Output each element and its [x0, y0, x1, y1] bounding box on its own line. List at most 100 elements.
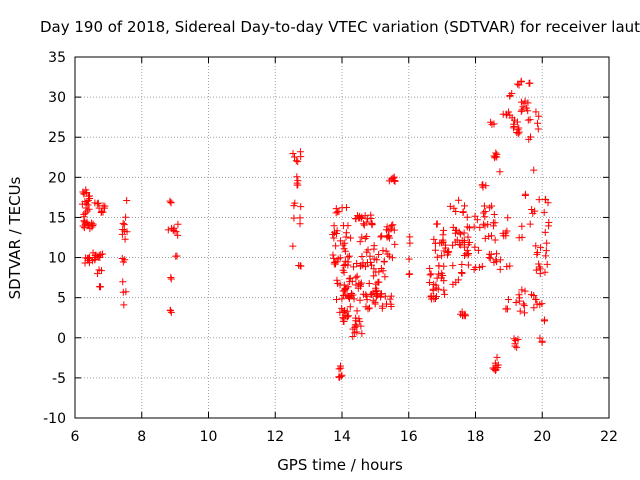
- data-point: [123, 196, 131, 204]
- data-point: [461, 238, 469, 246]
- data-point: [167, 199, 175, 207]
- data-point: [349, 333, 357, 341]
- data-point: [384, 250, 392, 258]
- data-point: [452, 208, 460, 216]
- data-point: [430, 235, 438, 243]
- data-point: [81, 198, 89, 206]
- data-point: [515, 291, 523, 299]
- data-point: [464, 251, 472, 259]
- data-point: [381, 273, 389, 281]
- data-point: [480, 202, 488, 210]
- data-point: [541, 196, 549, 204]
- data-point: [464, 233, 472, 241]
- data-point: [520, 302, 528, 310]
- data-point: [451, 238, 459, 246]
- data-point: [449, 280, 457, 288]
- data-point: [465, 250, 473, 258]
- data-point: [93, 200, 101, 208]
- data-point: [357, 282, 365, 290]
- data-point: [538, 337, 546, 345]
- data-point: [379, 247, 387, 255]
- data-point: [296, 148, 304, 156]
- data-point: [122, 288, 130, 296]
- data-point: [524, 116, 532, 124]
- data-point: [518, 286, 526, 294]
- data-point: [358, 213, 366, 221]
- x-tick-labels: 6 8 10 12 14 16 18 20 22: [71, 429, 618, 445]
- data-point: [543, 239, 551, 247]
- data-point: [499, 229, 507, 237]
- data-point: [527, 291, 535, 299]
- data-point: [530, 166, 538, 174]
- data-point: [383, 223, 391, 231]
- data-point: [333, 295, 341, 303]
- data-point: [435, 262, 443, 270]
- data-point: [379, 267, 387, 275]
- data-point: [167, 275, 175, 283]
- data-point: [505, 108, 513, 116]
- data-point: [405, 270, 413, 278]
- data-point: [545, 218, 553, 226]
- data-point: [476, 263, 484, 271]
- data-point: [518, 106, 526, 114]
- data-point: [426, 271, 434, 279]
- data-point: [429, 285, 437, 293]
- data-point: [363, 292, 371, 300]
- data-point: [435, 270, 443, 278]
- data-point: [382, 226, 390, 234]
- data-point: [455, 196, 463, 204]
- data-point: [480, 209, 488, 217]
- data-point: [521, 192, 529, 200]
- y-tick-label: 25: [48, 130, 66, 146]
- data-point: [356, 296, 364, 304]
- data-point: [493, 353, 501, 361]
- data-point: [524, 107, 532, 115]
- data-point: [378, 232, 386, 240]
- data-point: [84, 201, 92, 209]
- data-point: [290, 202, 298, 210]
- data-point: [376, 290, 384, 298]
- data-point: [363, 218, 371, 226]
- data-point: [474, 246, 482, 254]
- data-point: [389, 221, 397, 229]
- data-point: [492, 256, 500, 264]
- data-point: [83, 254, 91, 262]
- data-point: [120, 301, 128, 309]
- data-point: [343, 291, 351, 299]
- data-point: [369, 289, 377, 297]
- data-point: [122, 213, 130, 221]
- y-tick-label: 10: [48, 251, 66, 267]
- data-point: [334, 279, 342, 287]
- data-point: [540, 208, 548, 216]
- data-point: [433, 220, 441, 228]
- data-point: [542, 252, 550, 260]
- data-point: [515, 128, 523, 136]
- x-tick-label: 8: [137, 429, 146, 445]
- data-point: [333, 258, 341, 266]
- data-point: [297, 203, 305, 211]
- data-point: [519, 103, 527, 111]
- data-point: [336, 237, 344, 245]
- data-point: [368, 220, 376, 228]
- data-point: [540, 317, 548, 325]
- data-point: [375, 251, 383, 259]
- data-point: [436, 239, 444, 247]
- data-point: [169, 226, 177, 234]
- data-point: [433, 253, 441, 261]
- data-point: [289, 242, 297, 250]
- data-point: [463, 246, 471, 254]
- data-point: [344, 293, 352, 301]
- data-point: [387, 300, 395, 308]
- data-point: [346, 303, 354, 311]
- data-point: [173, 252, 181, 260]
- data-point: [536, 270, 544, 278]
- data-point: [391, 240, 399, 248]
- data-point: [373, 291, 381, 299]
- data-point: [521, 97, 529, 105]
- data-point: [450, 204, 458, 212]
- data-point: [366, 304, 374, 312]
- data-point: [96, 253, 104, 261]
- data-point: [363, 259, 371, 267]
- data-point: [491, 236, 499, 244]
- data-point: [290, 153, 298, 161]
